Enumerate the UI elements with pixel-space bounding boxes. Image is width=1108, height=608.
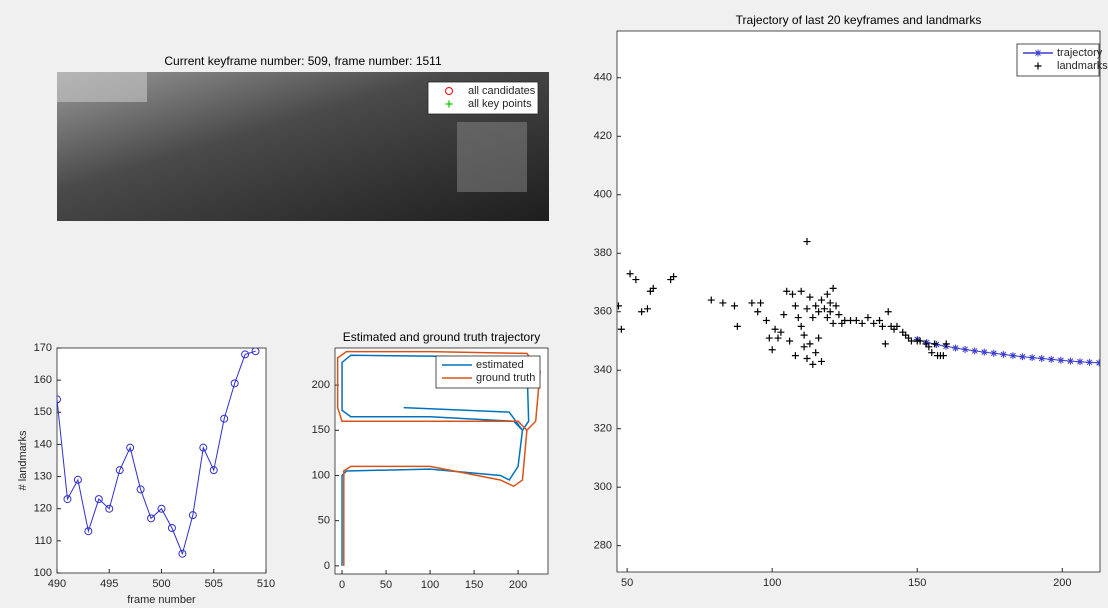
plot-area [617, 31, 1100, 572]
legend-marker [1035, 50, 1042, 57]
y-tick-label: 100 [312, 469, 330, 481]
y-tick-label: 400 [594, 189, 612, 201]
x-tick-label: 100 [421, 579, 439, 591]
y-tick-label: 120 [34, 503, 52, 515]
y-tick-label: 110 [34, 535, 52, 547]
marker [1067, 358, 1074, 365]
plot-area [57, 348, 266, 573]
legend-label: all candidates [468, 85, 536, 97]
y-tick-label: 170 [34, 342, 52, 354]
y-tick-label: 360 [594, 306, 612, 318]
chart-title: Trajectory of last 20 keyframes and land… [736, 13, 982, 27]
marker [971, 347, 978, 354]
x-tick-label: 200 [509, 579, 527, 591]
y-tick-label: 440 [594, 72, 612, 84]
y-tick-label: 0 [324, 560, 330, 572]
y-tick-label: 340 [594, 364, 612, 376]
x-tick-label: 150 [908, 577, 926, 589]
x-tick-label: 505 [205, 578, 223, 590]
legend-label: ground truth [476, 372, 535, 384]
y-tick-label: 100 [34, 567, 52, 579]
y-tick-label: 420 [594, 130, 612, 142]
image-building [457, 122, 527, 192]
y-tick-label: 280 [594, 540, 612, 552]
legend-label: all key points [468, 98, 532, 110]
marker [990, 350, 997, 357]
figure: Current keyframe number: 509, frame numb… [0, 0, 1108, 608]
marker [952, 344, 959, 351]
chart-title: Current keyframe number: 509, frame numb… [164, 54, 442, 68]
x-tick-label: 150 [465, 579, 483, 591]
x-tick-label: 50 [621, 577, 633, 589]
chart-title: Estimated and ground truth trajectory [343, 330, 540, 344]
legend-label: estimated [476, 359, 524, 371]
legend-label: landmarks [1057, 60, 1108, 72]
x-tick-label: 500 [152, 578, 170, 590]
x-axis-label: frame number [127, 594, 196, 606]
legend-label: trajectory [1057, 47, 1103, 59]
marker [1009, 352, 1016, 359]
marker [1057, 357, 1064, 364]
y-tick-label: 150 [34, 406, 52, 418]
y-tick-label: 300 [594, 481, 612, 493]
y-axis-label: # landmarks [17, 430, 29, 490]
marker [981, 349, 988, 356]
x-tick-label: 100 [763, 577, 781, 589]
y-tick-label: 200 [312, 379, 330, 391]
y-tick-label: 160 [34, 374, 52, 386]
marker [962, 346, 969, 353]
marker [1019, 353, 1026, 360]
x-tick-label: 200 [1053, 577, 1071, 589]
marker [1000, 351, 1007, 358]
y-tick-label: 380 [594, 247, 612, 259]
marker [1096, 359, 1103, 366]
image-sky [57, 72, 147, 102]
marker [1076, 358, 1083, 365]
marker [1048, 356, 1055, 363]
page: {"chart_data": [ {"type": "image", "titl… [0, 0, 1108, 608]
x-tick-label: 0 [339, 579, 345, 591]
x-tick-label: 495 [100, 578, 118, 590]
marker [1086, 359, 1093, 366]
y-tick-label: 50 [318, 515, 330, 527]
marker [1029, 354, 1036, 361]
y-tick-label: 140 [34, 438, 52, 450]
x-tick-label: 50 [380, 579, 392, 591]
y-tick-label: 150 [312, 424, 330, 436]
x-tick-label: 510 [257, 578, 275, 590]
marker [1038, 355, 1045, 362]
y-tick-label: 130 [34, 470, 52, 482]
y-tick-label: 320 [594, 423, 612, 435]
x-tick-label: 490 [48, 578, 66, 590]
